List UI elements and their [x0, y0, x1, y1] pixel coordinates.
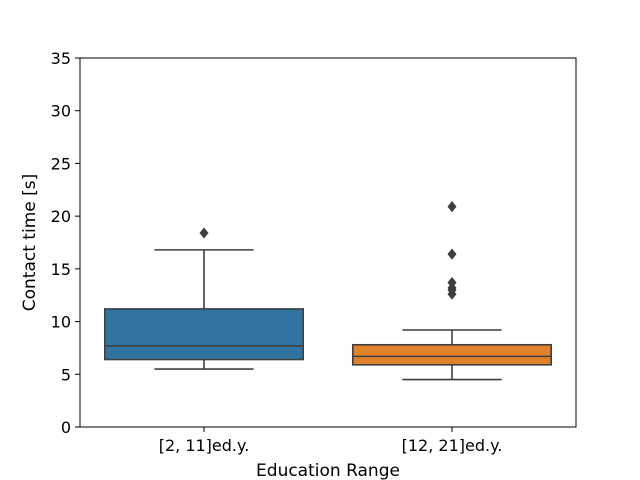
y-tick-label: 5 — [61, 365, 71, 384]
box-group — [104, 227, 304, 370]
outlier-point — [447, 248, 457, 260]
y-axis: 0 5 10 15 20 25 30 35 — [51, 49, 80, 437]
box-group — [351, 201, 552, 381]
box-iqr — [104, 308, 304, 361]
plot-area-frame — [79, 57, 577, 428]
y-tick-label: 30 — [51, 102, 71, 121]
y-tick-label: 25 — [51, 154, 71, 173]
outlier-point — [199, 227, 209, 239]
box-iqr — [351, 343, 552, 366]
x-axis-label: Education Range — [256, 461, 400, 480]
y-tick-label: 0 — [61, 418, 71, 437]
y-tick-label: 20 — [51, 207, 71, 226]
x-axis: [2, 11]ed.y. [12, 21]ed.y. — [159, 427, 503, 455]
y-axis-label: Contact time [s] — [20, 174, 40, 311]
y-tick-label: 15 — [51, 260, 71, 279]
x-tick-label: [12, 21]ed.y. — [402, 436, 503, 455]
y-tick-label: 10 — [51, 313, 71, 332]
outlier-point — [447, 276, 457, 289]
outlier-point — [447, 201, 457, 213]
x-tick-label: [2, 11]ed.y. — [159, 436, 250, 455]
y-tick-label: 35 — [51, 49, 71, 68]
